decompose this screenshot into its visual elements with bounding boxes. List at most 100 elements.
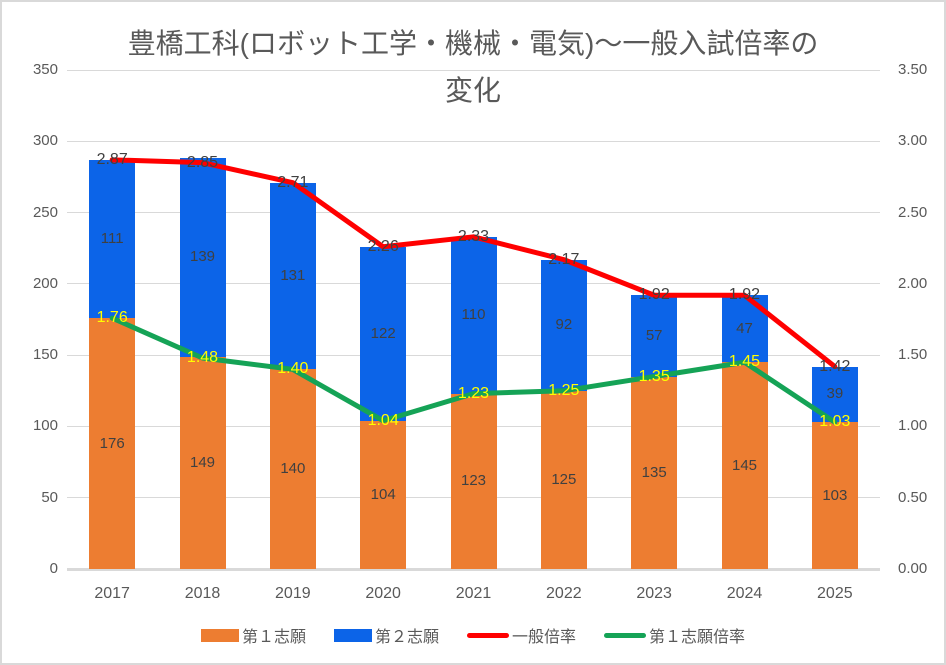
x-axis-category-label: 2019 xyxy=(275,585,311,602)
left-axis-tick-label: 0 xyxy=(49,560,58,577)
bar-data-label: 123 xyxy=(460,472,487,490)
left-axis-tick-label: 50 xyxy=(41,488,58,506)
gridline xyxy=(67,212,880,214)
bar-data-label: 145 xyxy=(731,456,758,474)
chart-title-line-2: 変化 xyxy=(444,75,501,106)
right-axis-tick-label: 2.00 xyxy=(898,274,928,292)
bar-segment-2[interactable] xyxy=(269,182,316,370)
chart-title-line-1: 豊橋工科(ロボット工学・機械・電気)～一般入試倍率の xyxy=(127,28,819,59)
right-axis-tick-label: 3.00 xyxy=(898,132,928,150)
left-axis-tick-label: 250 xyxy=(32,203,58,221)
bar-data-label: 122 xyxy=(370,324,396,342)
line-data-label: 1.03 xyxy=(819,413,851,431)
line-data-label: 2.26 xyxy=(367,237,399,255)
bar-data-label: 135 xyxy=(641,463,667,481)
line-data-label: 1.04 xyxy=(367,411,399,429)
bar-segment-2[interactable] xyxy=(631,295,678,377)
bar-segment-2[interactable] xyxy=(89,159,136,319)
line-data-label: 1.40 xyxy=(277,360,309,378)
bar-segment-2[interactable] xyxy=(179,158,226,357)
x-axis-category-label: 2024 xyxy=(726,585,763,602)
line-data-label: 1.42 xyxy=(819,357,851,375)
bar-data-label: 39 xyxy=(826,385,844,403)
bar-data-label: 125 xyxy=(551,470,577,488)
line-data-label: 1.23 xyxy=(457,384,490,402)
bar-data-label: 92 xyxy=(555,316,573,334)
bar-segment-1[interactable] xyxy=(721,362,768,569)
bar-segment-1[interactable] xyxy=(89,318,136,569)
legend-item[interactable]: 一般倍率 xyxy=(467,623,576,647)
line-series[interactable] xyxy=(109,157,838,370)
left-axis-tick-label: 200 xyxy=(32,274,58,292)
bar-data-label: 103 xyxy=(822,486,848,504)
bar-segment-1[interactable] xyxy=(450,393,497,569)
line-data-label: 1.48 xyxy=(186,348,219,366)
bar-segment-1[interactable] xyxy=(360,420,407,569)
left-axis-tick-label: 100 xyxy=(32,417,58,435)
bar-segment-1[interactable] xyxy=(811,422,858,569)
right-axis-tick-label: 1.00 xyxy=(898,417,928,435)
bar-data-label: 176 xyxy=(99,434,125,452)
bar-data-label: 149 xyxy=(189,453,216,471)
bar-segment-1[interactable] xyxy=(269,369,316,569)
line-data-label: 2.33 xyxy=(457,227,490,245)
left-axis-tick-label: 350 xyxy=(32,61,58,78)
bar-segment-1[interactable] xyxy=(631,376,678,569)
bar-data-label: 140 xyxy=(280,460,306,478)
line-data-label: 2.17 xyxy=(548,250,580,268)
bar-data-label: 139 xyxy=(189,248,216,266)
legend-item[interactable]: 第１志願倍率 xyxy=(604,623,745,647)
line-data-label: 1.92 xyxy=(728,286,761,304)
legend-line-swatch-icon xyxy=(604,632,647,638)
x-axis-category-label: 2018 xyxy=(184,585,221,602)
legend-item[interactable]: 第２志願 xyxy=(333,623,439,647)
line-data-label: 2.85 xyxy=(186,153,219,171)
legend: 第１志願 第２志願 一般倍率 第１志願倍率 xyxy=(2,623,944,647)
bar-data-label: 104 xyxy=(370,485,396,503)
bar-segment-2[interactable] xyxy=(360,246,407,421)
right-axis-tick-label: 2.50 xyxy=(898,203,928,221)
legend-item[interactable]: 第１志願 xyxy=(200,623,306,647)
gridline xyxy=(67,69,880,71)
line-data-label: 2.71 xyxy=(277,173,309,191)
bar-segment-1[interactable] xyxy=(540,390,587,569)
legend-bar-swatch-icon xyxy=(333,628,372,642)
legend-label: 第２志願 xyxy=(374,629,439,646)
x-axis-category-label: 2022 xyxy=(546,585,582,602)
x-axis-category-label: 2023 xyxy=(636,585,672,602)
line-data-label: 1.76 xyxy=(96,309,128,327)
left-axis-tick-label: 300 xyxy=(32,132,58,150)
right-axis-tick-label: 1.50 xyxy=(898,346,928,364)
line-data-label: 1.25 xyxy=(548,381,580,399)
legend-label: 一般倍率 xyxy=(512,629,577,646)
bar-data-label: 131 xyxy=(280,267,306,285)
right-axis-tick-label: 3.50 xyxy=(898,61,928,78)
bar-data-label: 47 xyxy=(736,319,753,337)
left-axis-tick-label: 150 xyxy=(32,346,58,364)
bar-data-label: 111 xyxy=(100,229,124,247)
bar-segment-2[interactable] xyxy=(540,259,587,391)
x-axis-category-label: 2017 xyxy=(94,585,130,602)
bar-segment-1[interactable] xyxy=(179,356,226,569)
legend-label: 第１志願倍率 xyxy=(649,629,746,646)
line-data-label: 1.92 xyxy=(638,286,670,304)
line-data-label: 1.35 xyxy=(638,367,670,385)
legend-bar-swatch-icon xyxy=(200,628,239,642)
legend-line-swatch-icon xyxy=(467,632,509,638)
bar-data-label: 110 xyxy=(461,306,486,324)
line-data-label: 2.87 xyxy=(96,150,128,168)
line-series[interactable] xyxy=(109,315,838,425)
right-axis-tick-label: 0.00 xyxy=(898,560,928,577)
bar-data-label: 57 xyxy=(645,326,663,344)
x-axis-category-label: 2021 xyxy=(455,585,492,602)
x-axis-category-label: 2020 xyxy=(365,585,401,602)
chart-title: 豊橋工科(ロボット工学・機械・電気)～一般入試倍率の 変化 xyxy=(2,20,944,114)
bar-segment-2[interactable] xyxy=(450,236,497,394)
line-data-label: 1.45 xyxy=(728,353,761,371)
legend-label: 第１志願 xyxy=(241,629,306,646)
x-axis-category-label: 2025 xyxy=(817,585,853,602)
right-axis-tick-label: 0.50 xyxy=(898,488,928,506)
x-axis-line xyxy=(67,567,880,571)
